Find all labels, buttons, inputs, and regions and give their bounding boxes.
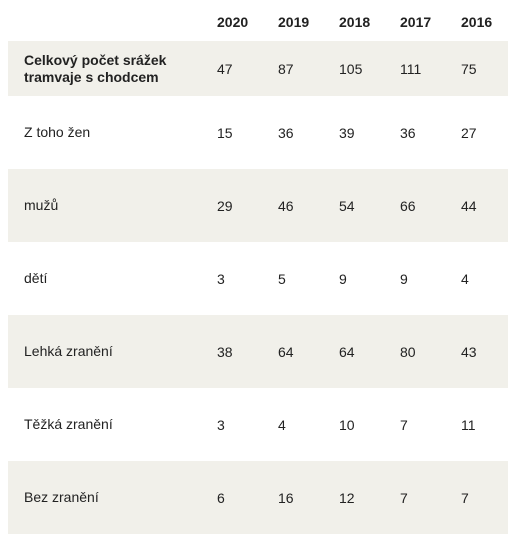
tram-pedestrian-collisions-table: 2020 2019 2018 2017 2016 Celkový počet s… (8, 0, 508, 534)
table-cell: 64 (278, 343, 294, 360)
table-cell: 11 (461, 416, 476, 433)
table-row: Z toho žen 15 36 39 36 27 (8, 96, 508, 169)
statistics-table-container: 2020 2019 2018 2017 2016 Celkový počet s… (8, 0, 516, 534)
row-label: Z toho žen (24, 124, 91, 140)
row-label: dětí (24, 270, 48, 286)
table-cell: 12 (339, 489, 355, 506)
table-cell: 44 (461, 197, 477, 214)
table-cell: 47 (217, 60, 233, 77)
table-row: mužů 29 46 54 66 44 (8, 169, 508, 242)
table-cell: 75 (461, 60, 477, 77)
table-cell: 10 (339, 416, 355, 433)
table-cell: 54 (339, 197, 355, 214)
table-cell: 9 (400, 270, 408, 287)
table-cell: 9 (339, 270, 347, 287)
table-cell: 6 (217, 489, 225, 506)
table-cell: 80 (400, 343, 416, 360)
table-cell: 38 (217, 343, 233, 360)
table-cell: 27 (461, 124, 477, 141)
table-cell: 43 (461, 343, 477, 360)
header-cell-year: 2018 (339, 13, 371, 30)
header-cell-year: 2019 (278, 13, 310, 30)
table-cell: 111 (400, 60, 422, 77)
row-label: Bez zranění (24, 489, 99, 505)
table-header-row: 2020 2019 2018 2017 2016 (8, 0, 508, 41)
table-cell: 16 (278, 489, 294, 506)
row-label: mužů (24, 197, 59, 213)
table-cell: 39 (339, 124, 355, 141)
table-cell: 36 (400, 124, 416, 141)
header-cell-year: 2017 (400, 13, 432, 30)
row-label: Těžká zranění (24, 416, 113, 432)
table-cell: 87 (278, 60, 294, 77)
header-cell-year: 2020 (217, 13, 249, 30)
table-cell: 29 (217, 197, 233, 214)
header-cell-year: 2016 (461, 13, 493, 30)
table-cell: 7 (400, 416, 408, 433)
header-cell-label (8, 0, 217, 41)
table-row: dětí 3 5 9 9 4 (8, 242, 508, 315)
table-cell: 3 (217, 416, 225, 433)
table-cell: 4 (461, 270, 469, 287)
row-label: Lehká zranění (24, 343, 113, 359)
table-row: Celkový počet srážek tramvaje s chodcem … (8, 41, 508, 96)
table-row: Těžká zranění 3 4 10 7 11 (8, 388, 508, 461)
table-cell: 15 (217, 124, 233, 141)
table-cell: 4 (278, 416, 286, 433)
table-cell: 5 (278, 270, 286, 287)
table-row: Lehká zranění 38 64 64 80 43 (8, 315, 508, 388)
table-row: Bez zranění 6 16 12 7 7 (8, 461, 508, 534)
row-label: Celkový počet srážek tramvaje s chodcem (24, 51, 167, 85)
table-cell: 7 (461, 489, 469, 506)
table-cell: 36 (278, 124, 294, 141)
table-cell: 64 (339, 343, 355, 360)
table-cell: 3 (217, 270, 225, 287)
table-cell: 66 (400, 197, 416, 214)
table-cell: 46 (278, 197, 294, 214)
table-cell: 7 (400, 489, 408, 506)
table-cell: 105 (339, 60, 363, 77)
